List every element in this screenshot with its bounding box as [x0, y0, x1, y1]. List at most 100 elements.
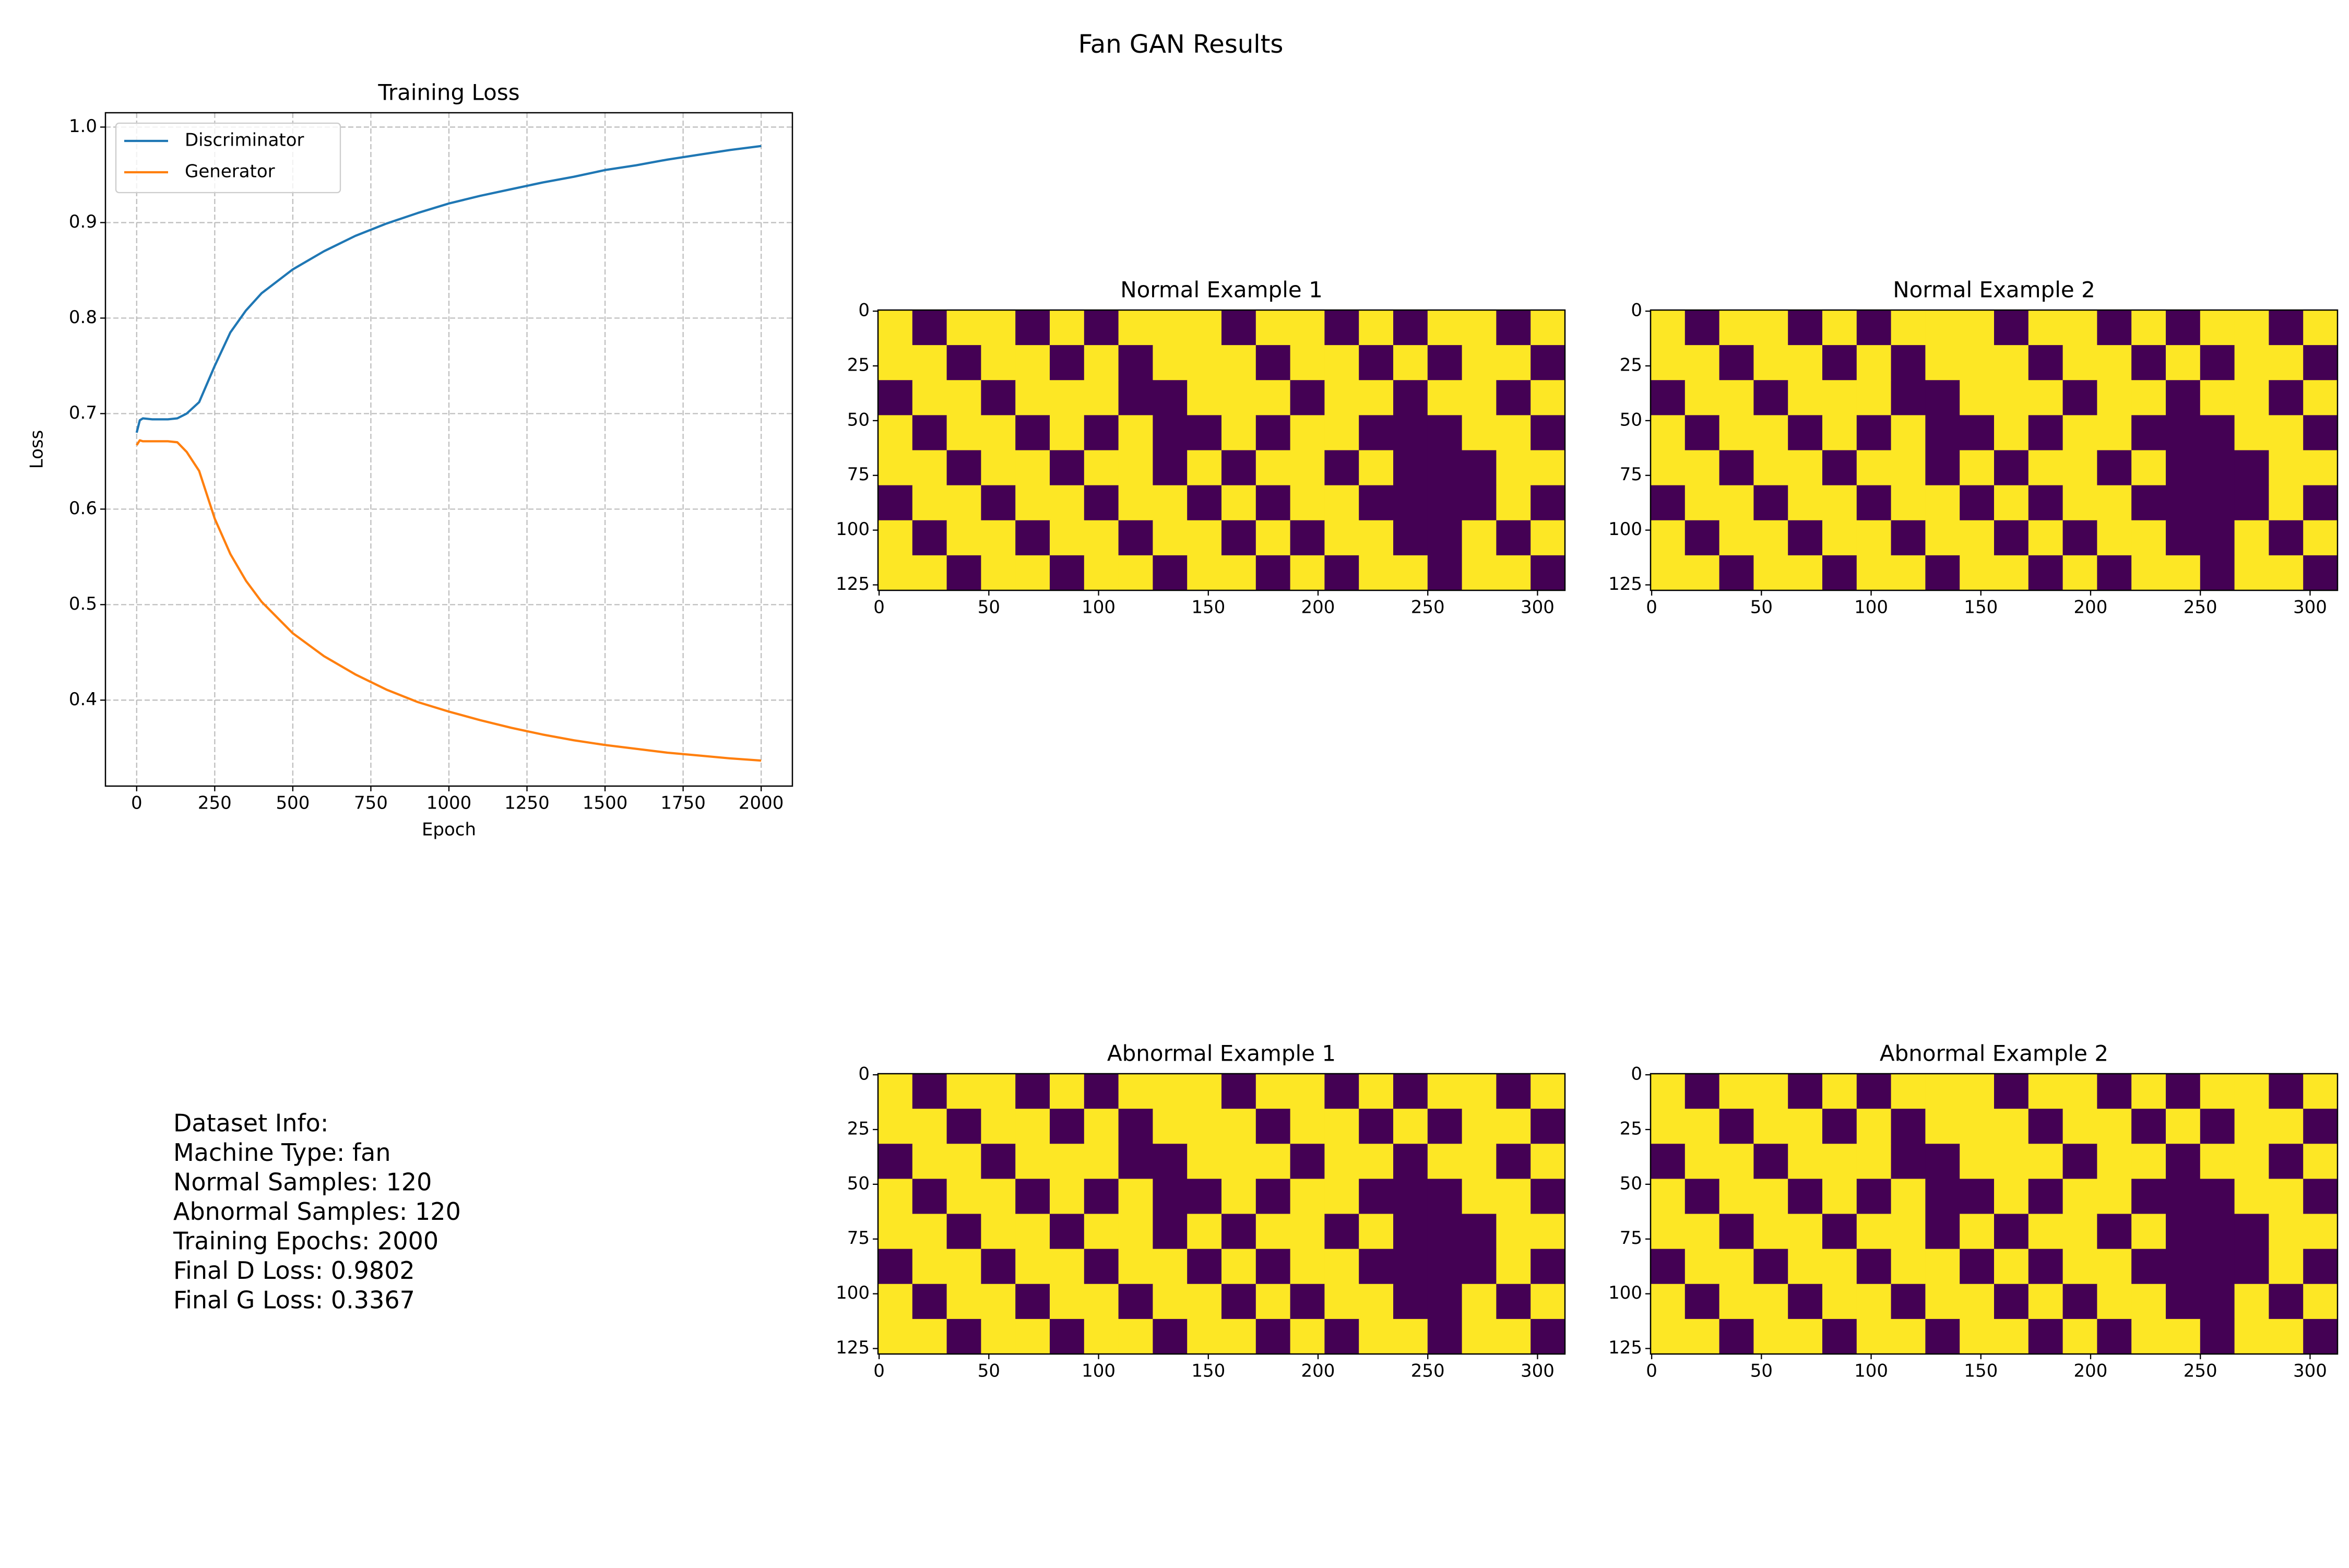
y-tick-label: 125	[1608, 574, 1642, 595]
heatmap-cell	[1531, 450, 1565, 486]
axes-layer: 0 250 500 750 1000 1250 1500 1750 2000 0.4 0.5 0.6 0…	[27, 80, 793, 840]
heatmap-cell	[1788, 1318, 1823, 1355]
heatmap-cell	[1822, 1284, 1857, 1320]
heatmap-cell	[1050, 485, 1085, 521]
heatmap-cell	[1084, 310, 1119, 346]
heatmap-cell	[2234, 415, 2269, 451]
heatmap-cell	[1856, 415, 1892, 451]
heatmap-cell	[1994, 1179, 2029, 1215]
heatmap-cell	[1255, 1284, 1291, 1320]
x-tick-label: 500	[276, 793, 310, 814]
heatmap-cell	[2062, 1109, 2097, 1144]
heatmap-cell	[1324, 520, 1359, 556]
heatmap-cell	[1359, 1179, 1394, 1215]
heatmap-cell	[1462, 1144, 1497, 1179]
heatmap-cell	[1496, 1144, 1531, 1179]
heatmap-cell	[2062, 1284, 2097, 1320]
heatmap-cell	[1960, 555, 1995, 591]
heatmap-cell	[1118, 520, 1153, 556]
heatmap-cell	[1925, 450, 1960, 486]
heatmap-cell	[1651, 1249, 1686, 1285]
heatmap-cell	[1496, 1284, 1531, 1320]
heatmap-cell	[1719, 485, 1754, 521]
heatmap-cell	[2062, 555, 2097, 591]
heatmap-cell	[1359, 310, 1394, 346]
heatmap-cell	[1753, 1249, 1788, 1285]
heatmap-cell	[1822, 1074, 1857, 1109]
heatmap-cell	[2097, 1179, 2132, 1215]
x-tick-label: 200	[1301, 597, 1335, 618]
heatmap-cell	[1153, 415, 1188, 451]
heatmap-cell	[1925, 1144, 1960, 1179]
heatmap-cell	[1290, 1284, 1325, 1320]
y-tick-label: 75	[1620, 1228, 1642, 1249]
y-tick-label: 50	[847, 409, 870, 430]
heatmap-cell	[1221, 1284, 1256, 1320]
heatmap-cell	[1187, 1249, 1222, 1285]
heatmap-cell	[1822, 415, 1857, 451]
heatmap-cell	[1050, 345, 1085, 381]
heatmap-cell	[912, 310, 947, 346]
y-tick-label: 0	[1631, 300, 1642, 321]
heatmap-cell	[878, 1318, 913, 1355]
heatmap-cell	[1427, 310, 1463, 346]
heatmap-cell	[1822, 555, 1857, 591]
heatmap-cell	[1651, 345, 1686, 381]
info-line: Final G Loss: 0.3367	[173, 1286, 415, 1314]
y-tick-label: 50	[1620, 409, 1642, 430]
heatmap-cell	[2131, 1284, 2166, 1320]
heatmap-cell	[981, 1074, 1016, 1109]
heatmap-cell	[1891, 450, 1926, 486]
y-tick-label: 25	[847, 1118, 870, 1139]
y-tick-label: 0.9	[69, 211, 97, 232]
heatmap-cell	[1788, 520, 1823, 556]
heatmap-cell	[1531, 485, 1565, 521]
heatmap-cell	[1221, 345, 1256, 381]
heatmap-cell	[1187, 450, 1222, 486]
heatmap-cell	[1960, 415, 1995, 451]
heatmap-cell	[2200, 520, 2235, 556]
heatmap-cell	[1153, 380, 1188, 415]
heatmap-cell	[2303, 310, 2338, 346]
heatmap-cell	[946, 310, 981, 346]
heatmap-cell	[1994, 380, 2029, 415]
heatmap-cell	[2303, 520, 2338, 556]
heatmap-cell	[1084, 450, 1119, 486]
heatmap-cell	[981, 450, 1016, 486]
y-tick-label: 25	[1620, 1118, 1642, 1139]
heatmap-cell	[1015, 1144, 1050, 1179]
heatmap-cell	[2166, 485, 2201, 521]
heatmap-cell	[1324, 450, 1359, 486]
heatmap-cell	[1925, 520, 1960, 556]
heatmap-cell	[1255, 415, 1291, 451]
heatmap-cell	[2028, 1284, 2063, 1320]
heatmap-cell	[1153, 1109, 1188, 1144]
heatmap-cell	[2166, 1214, 2201, 1250]
heatmap-cell	[2166, 520, 2201, 556]
heatmap-cell	[1221, 310, 1256, 346]
heatmap-cell	[878, 310, 913, 346]
heatmap-cell	[1960, 1179, 1995, 1215]
heatmap-cell	[1856, 345, 1892, 381]
heatmap-cell	[1084, 1144, 1119, 1179]
heatmap-cell	[1719, 1074, 1754, 1109]
heatmap-cell	[2234, 485, 2269, 521]
heatmap-cell	[1290, 1074, 1325, 1109]
heatmap-cell	[1856, 555, 1892, 591]
heatmap-cell	[1651, 1318, 1686, 1355]
heatmap-cell	[1684, 345, 1720, 381]
heatmap-cell	[1684, 1109, 1720, 1144]
heatmap-cell	[2166, 1179, 2201, 1215]
heatmap-cell	[912, 1318, 947, 1355]
heatmap-cell	[1788, 450, 1823, 486]
heatmap-cell	[946, 555, 981, 591]
heatmap-cell	[1753, 1179, 1788, 1215]
heatmap-cell	[2200, 1284, 2235, 1320]
heatmap-cell	[2028, 1214, 2063, 1250]
heatmap-cell	[1684, 1179, 1720, 1215]
heatmap-cell	[2062, 1144, 2097, 1179]
heatmap-cell	[1393, 1074, 1428, 1109]
chart-panel: 0 50 100 150 200 250 300 0 25 50 75 100 125 Normal Ex…	[1608, 277, 2339, 618]
heatmap-cell	[1496, 555, 1531, 591]
axes-frame	[1650, 309, 2339, 591]
